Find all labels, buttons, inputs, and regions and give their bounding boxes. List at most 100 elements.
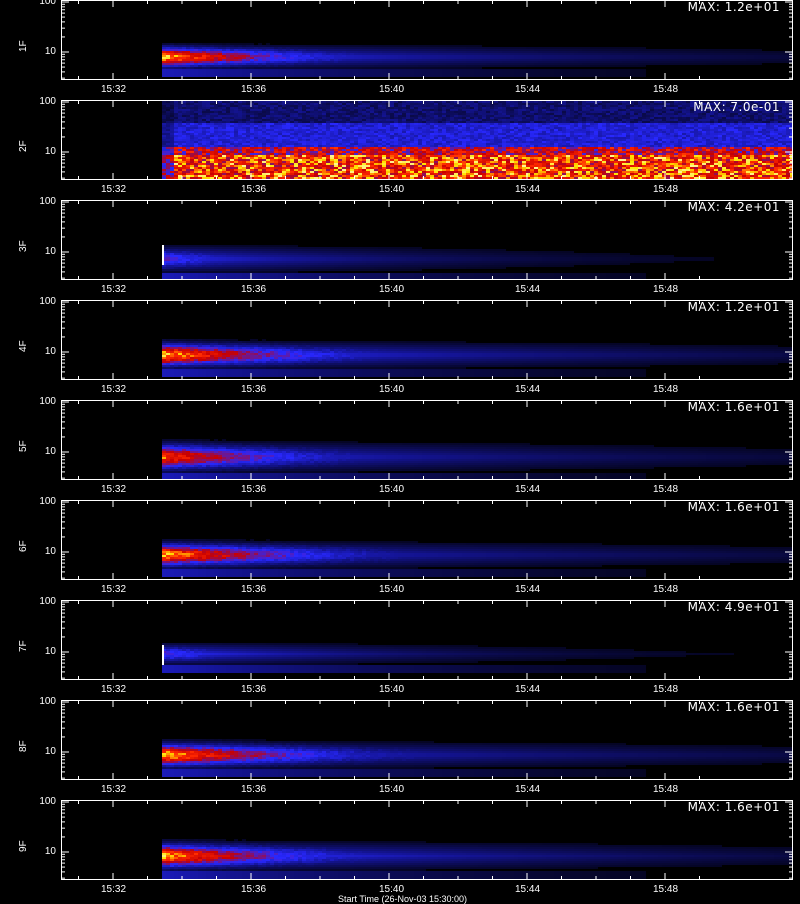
heatmap-cell <box>162 139 166 141</box>
heatmap-cell <box>306 145 310 147</box>
heatmap-cell <box>446 57 450 59</box>
heatmap-cell <box>306 147 310 149</box>
heatmap-cell <box>542 69 546 71</box>
heatmap-cell <box>358 57 362 59</box>
heatmap-cell <box>350 133 354 135</box>
heatmap-cell <box>374 171 378 173</box>
heatmap-cell <box>454 55 458 57</box>
heatmap-cell <box>666 49 670 51</box>
heatmap-cell <box>470 53 474 55</box>
heatmap-cell <box>222 119 226 121</box>
heatmap-cell <box>338 129 342 131</box>
heatmap-cell <box>674 49 678 51</box>
heatmap-cell <box>678 61 682 63</box>
heatmap-cell <box>390 123 394 125</box>
heatmap-cell <box>230 113 234 115</box>
heatmap-cell <box>522 75 526 77</box>
heatmap-cell <box>214 55 218 57</box>
heatmap-cell <box>314 163 318 165</box>
heatmap-cell <box>474 65 478 67</box>
heatmap-cell <box>446 53 450 55</box>
heatmap-cell <box>598 73 602 75</box>
heatmap-cell <box>382 51 386 53</box>
heatmap-cell <box>538 51 542 53</box>
heatmap-cell <box>342 129 346 131</box>
x-tick-label: 15:44 <box>515 84 540 95</box>
heatmap-cell <box>654 59 658 61</box>
heatmap-cell <box>638 69 642 71</box>
heatmap-cell <box>178 175 182 177</box>
heatmap-cell <box>478 75 482 77</box>
heatmap-cell <box>566 75 570 77</box>
heatmap-cell <box>234 155 238 157</box>
heatmap-cell <box>410 105 414 107</box>
heatmap-cell <box>226 47 230 49</box>
heatmap-cell <box>274 51 278 53</box>
heatmap-cell <box>358 53 362 55</box>
heatmap-cell <box>342 49 346 51</box>
heatmap-cell <box>162 163 166 165</box>
heatmap-cell <box>366 51 370 53</box>
heatmap-cell <box>582 57 586 59</box>
heatmap-cell <box>398 139 402 141</box>
heatmap-cell <box>410 131 414 133</box>
heatmap-cell <box>274 105 278 107</box>
heatmap-cell <box>222 153 226 155</box>
heatmap-cell <box>650 63 654 65</box>
heatmap-cell <box>246 155 250 157</box>
heatmap-cell <box>370 151 374 153</box>
heatmap-cell <box>206 129 210 131</box>
heatmap-cell <box>206 153 210 155</box>
heatmap-cell <box>466 51 470 53</box>
heatmap-cell <box>278 167 282 169</box>
heatmap-cell <box>414 115 418 117</box>
heatmap-cell <box>690 55 694 57</box>
heatmap-cell <box>166 139 170 141</box>
heatmap-cell <box>418 103 422 105</box>
heatmap-cell <box>422 103 426 105</box>
heatmap-cell <box>162 147 166 149</box>
heatmap-cell <box>402 131 406 133</box>
heatmap-cell <box>466 49 470 51</box>
heatmap-cell <box>426 71 430 73</box>
heatmap-cell <box>386 139 390 141</box>
heatmap-cell <box>258 161 262 163</box>
heatmap-cell <box>310 133 314 135</box>
heatmap-cell <box>206 75 210 77</box>
heatmap-cell <box>390 115 394 117</box>
heatmap-cell <box>178 47 182 49</box>
heatmap-cell <box>606 57 610 59</box>
heatmap-cell <box>326 103 330 105</box>
heatmap-cell <box>202 127 206 129</box>
heatmap-cell <box>162 119 166 121</box>
heatmap-cell <box>410 53 414 55</box>
heatmap-cell <box>354 107 358 109</box>
heatmap-cell <box>670 63 674 65</box>
heatmap-cell <box>250 57 254 59</box>
heatmap-cell <box>314 143 318 145</box>
heatmap-cell <box>278 159 282 161</box>
heatmap-cell <box>782 53 786 55</box>
heatmap-cell <box>262 57 266 59</box>
heatmap-cell <box>334 65 338 67</box>
heatmap-cell <box>210 65 214 67</box>
x-tick-label: 15:40 <box>379 84 404 95</box>
heatmap-cell <box>314 171 318 173</box>
heatmap-cell <box>478 55 482 57</box>
heatmap-cell <box>550 73 554 75</box>
heatmap-cell <box>246 115 250 117</box>
heatmap-cell <box>210 101 214 103</box>
heatmap-cell <box>322 141 326 143</box>
heatmap-cell <box>778 51 782 53</box>
heatmap-cell <box>258 145 262 147</box>
heatmap-cell <box>550 49 554 51</box>
heatmap-cell <box>426 159 430 161</box>
heatmap-cell <box>242 141 246 143</box>
heatmap-cell <box>178 123 182 125</box>
heatmap-cell <box>514 73 518 75</box>
heatmap-cell <box>394 73 398 75</box>
heatmap-cell <box>490 61 494 63</box>
heatmap-cell <box>582 53 586 55</box>
heatmap-cell <box>498 75 502 77</box>
heatmap-cell <box>634 49 638 51</box>
